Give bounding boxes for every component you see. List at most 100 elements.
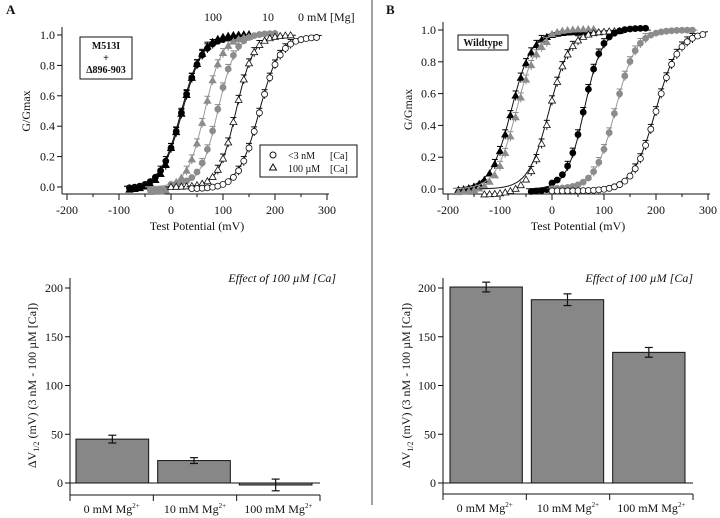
y-tick-label: 0.6: [421, 87, 436, 101]
data-point: [542, 120, 551, 129]
data-point: [266, 74, 274, 82]
data-point: [574, 131, 582, 138]
series-0: [453, 27, 599, 193]
category-label: 100 mM Mg2+: [617, 501, 685, 515]
y-tick-label: 0: [57, 476, 63, 490]
data-point: [599, 27, 609, 35]
data-point: [506, 132, 515, 140]
y-tick-label: 0.0: [40, 180, 55, 194]
data-point: [527, 60, 536, 69]
data-point: [611, 110, 618, 117]
data-point: [631, 47, 639, 55]
data-point: [673, 50, 681, 58]
data-point: [480, 190, 489, 198]
data-point: [511, 112, 520, 121]
data-point: [172, 182, 181, 190]
data-point: [631, 165, 639, 173]
data-point: [219, 180, 227, 188]
data-point: [699, 31, 707, 38]
data-point: [490, 171, 499, 179]
data-point: [569, 149, 577, 157]
y-tick-label: 0.4: [421, 118, 436, 132]
data-point: [229, 173, 237, 181]
bar: [75, 438, 150, 484]
data-point: [276, 31, 285, 39]
data-point: [521, 175, 531, 183]
data-point: [203, 176, 212, 185]
data-point: [532, 155, 541, 163]
x-tick-label: 200: [647, 203, 665, 217]
y-tick-label: 0: [430, 476, 436, 490]
data-point: [229, 51, 237, 59]
y-tick-label: 100: [45, 379, 63, 393]
data-point: [239, 75, 248, 83]
category-label: 10 mM Mg2+: [164, 502, 226, 516]
y-label-main: ΔV: [25, 451, 39, 468]
data-point: [600, 145, 608, 153]
panel-label-a: A: [6, 2, 16, 17]
data-point: [616, 181, 623, 188]
inset-line-1: M513I: [92, 41, 120, 52]
y-label-rest: (mV) (3 nM - 100 µM [Ca]): [25, 303, 39, 442]
inset-line-3: Δ896-903: [86, 65, 126, 76]
data-point: [213, 60, 222, 68]
data-point: [547, 29, 557, 38]
y-label-sub: 1/2: [32, 441, 41, 451]
x-tick-label: 300: [699, 203, 717, 217]
data-point: [579, 178, 587, 186]
data-point: [151, 175, 160, 184]
data-point: [516, 73, 525, 81]
data-point: [521, 59, 531, 67]
chart-b-conductance: Wildtype 0.0 0.2 0.4 0.6 0.8 1.0 -200 -100 0 100 2…: [401, 22, 717, 233]
data-point: [261, 90, 269, 98]
inset-box-frame: [79, 36, 133, 80]
data-point: [218, 154, 228, 162]
data-point: [621, 72, 629, 80]
data-point: [532, 40, 541, 49]
data-point: [542, 37, 551, 46]
data-point: [501, 130, 510, 138]
chart-a-conductance: M513I + Δ896-903 100 10 0 mM [Mg] <3 nM …: [19, 10, 358, 233]
x-tick-label: 0: [168, 203, 174, 217]
fit-curve: [526, 29, 651, 190]
data-point: [642, 24, 649, 32]
data-point: [156, 169, 165, 177]
y-tick-label: 200: [45, 281, 63, 295]
y-tick-label: 0.8: [421, 55, 436, 69]
data-point: [192, 139, 202, 147]
data-point: [652, 108, 660, 115]
y-tick-label: 0.0: [421, 182, 436, 196]
data-point: [657, 90, 665, 98]
data-point: [250, 128, 258, 135]
data-point: [495, 146, 505, 155]
data-point: [501, 148, 510, 157]
legend-unit-1: [Ca]: [330, 151, 348, 162]
y-tick-label: 150: [418, 330, 436, 344]
y-tick-label: 150: [45, 330, 63, 344]
y-tick-label: 50: [51, 427, 63, 441]
data-point: [287, 40, 295, 48]
data-point: [459, 187, 468, 195]
y-tick-label: 1.0: [40, 28, 55, 42]
x-tick-label: 300: [318, 203, 336, 217]
data-point: [585, 85, 592, 93]
series-5: [186, 34, 322, 192]
y-label-rest: (mV) (3 nM - 100 µM [Ca]): [399, 303, 413, 442]
x-tick-label: -100: [108, 203, 130, 217]
data-point: [209, 127, 217, 135]
data-point: [208, 76, 217, 84]
data-point: [240, 157, 248, 165]
inset-line-1: Wildtype: [463, 38, 503, 49]
data-point: [563, 50, 572, 58]
x-tick-label: 200: [266, 203, 284, 217]
data-point: [594, 28, 603, 36]
data-point: [286, 31, 295, 39]
data-point: [250, 47, 259, 56]
mg-label-100: 100: [204, 10, 222, 24]
data-point: [271, 61, 279, 68]
y-label-main: ΔV: [399, 451, 413, 468]
y-axis-label: G/Gmax: [19, 90, 33, 131]
data-point: [161, 160, 170, 169]
data-point: [626, 58, 634, 65]
data-point: [568, 25, 577, 33]
